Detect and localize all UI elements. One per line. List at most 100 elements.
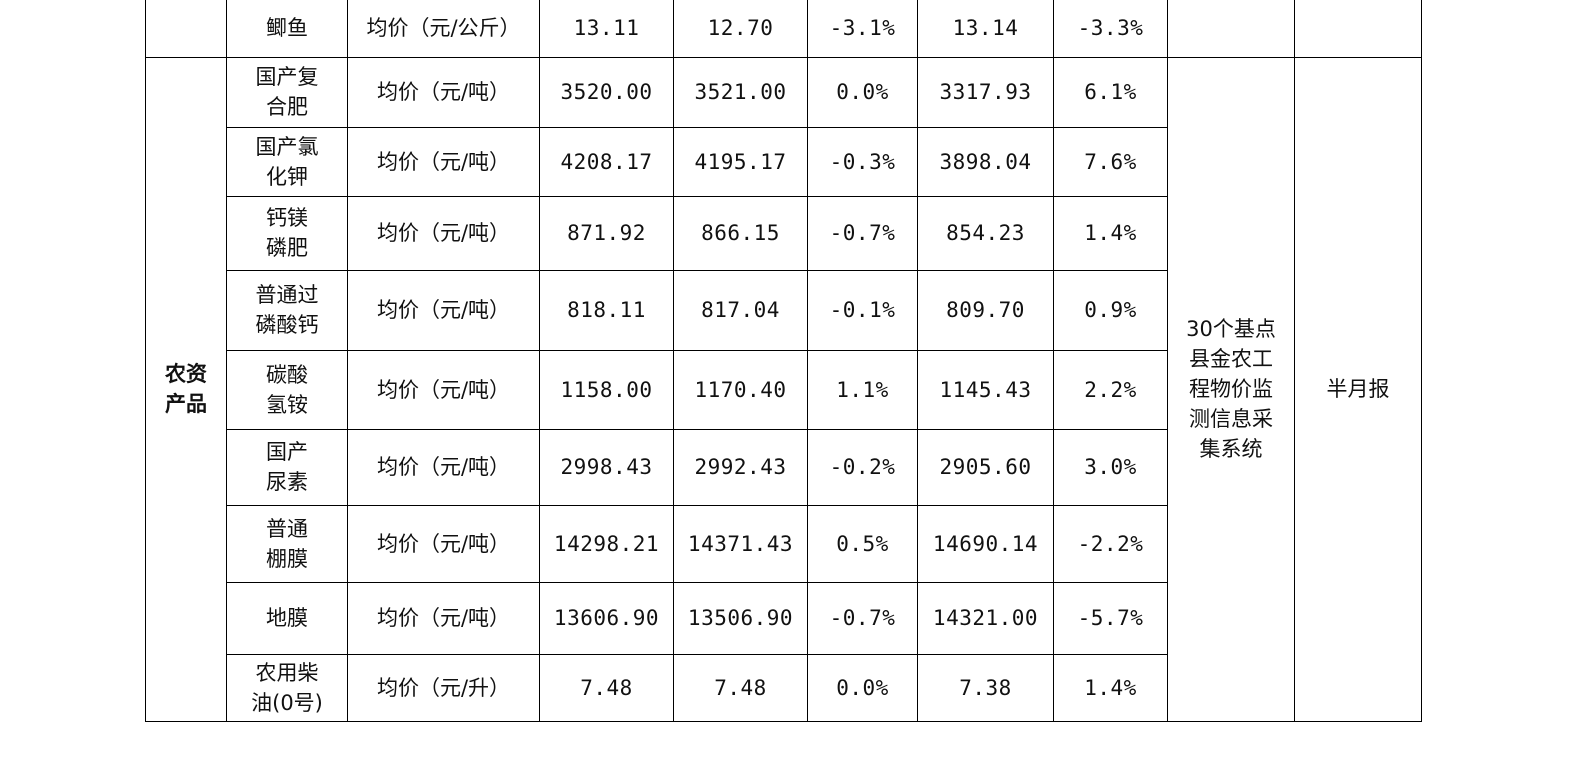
last-year-price: 14321.00 <box>917 581 1054 655</box>
data-source: 30个基点 县金农工 程物价监 测信息采 集系统 <box>1167 56 1295 722</box>
period-change: -0.7% <box>807 581 918 655</box>
product-name: 普通 棚膜 <box>226 504 348 583</box>
period-change: -0.2% <box>807 428 918 506</box>
previous-price: 2992.43 <box>673 428 808 506</box>
table-row: 普通过 磷酸钙 均价（元/吨） 818.11 817.04 -0.1% 809.… <box>146 269 1422 351</box>
product-name-line: 棚膜 <box>266 546 308 571</box>
current-price: 871.92 <box>539 195 674 271</box>
product-name-line: 化钾 <box>266 164 308 189</box>
price-unit: 均价（元/吨） <box>347 269 540 351</box>
product-name: 地膜 <box>226 581 348 655</box>
previous-price: 3521.00 <box>673 56 808 128</box>
category-label: 农资 产品 <box>145 56 227 722</box>
yoy-change: 3.0% <box>1053 428 1168 506</box>
product-name: 普通过 磷酸钙 <box>226 269 348 351</box>
last-year-price: 2905.60 <box>917 428 1054 506</box>
table-row: 农资 产品 国产复 合肥 均价（元/吨） 3520.00 3521.00 0.0… <box>145 56 1422 722</box>
last-year-price: 854.23 <box>917 195 1054 271</box>
current-price: 7.48 <box>539 653 674 722</box>
table-row: 农用柴 油(0号) 均价（元/升） 7.48 7.48 0.0% 7.38 1.… <box>146 653 1422 722</box>
product-name: 国产氯 化钾 <box>226 126 348 197</box>
product-name-line: 氢铵 <box>266 392 308 417</box>
price-unit: 均价（元/吨） <box>347 56 540 128</box>
previous-price: 7.48 <box>673 653 808 722</box>
table-row: 普通 棚膜 均价（元/吨） 14298.21 14371.43 0.5% 146… <box>146 504 1422 583</box>
price-unit: 均价（元/吨） <box>347 349 540 430</box>
category-label-line: 产品 <box>165 392 207 416</box>
last-year-price: 14690.14 <box>917 504 1054 583</box>
product-name-line: 国产氯 <box>255 134 319 159</box>
yoy-change: 2.2% <box>1053 349 1168 430</box>
data-source-line: 集系统 <box>1199 437 1263 461</box>
period-change: 0.0% <box>807 56 918 128</box>
product-name-line: 普通 <box>266 516 308 541</box>
product-name-line: 磷酸钙 <box>255 313 319 337</box>
product-name-line: 合肥 <box>266 95 308 119</box>
current-price: 13606.90 <box>539 581 674 655</box>
current-price: 14298.21 <box>539 504 674 583</box>
price-unit: 均价（元/吨） <box>347 581 540 655</box>
product-name-line: 国产复 <box>255 65 319 89</box>
table-row: 钙镁 磷肥 均价（元/吨） 871.92 866.15 -0.7% 854.23… <box>146 195 1422 271</box>
data-source-line: 30个基点 <box>1186 317 1276 341</box>
product-name: 碳酸 氢铵 <box>226 349 348 430</box>
product-name-line: 尿素 <box>266 470 308 494</box>
last-year-price: 1145.43 <box>917 349 1054 430</box>
yoy-change: 6.1% <box>1053 56 1168 128</box>
price-unit: 均价（元/吨） <box>347 428 540 506</box>
data-source-line: 县金农工 <box>1189 347 1273 371</box>
source-cell-empty <box>1167 0 1295 58</box>
period-change: -3.1% <box>807 0 918 58</box>
product-name: 国产复 合肥 <box>226 56 348 128</box>
current-price: 4208.17 <box>539 126 674 197</box>
product-name-line: 普通过 <box>255 283 319 307</box>
product-name-line: 碳酸 <box>266 362 308 387</box>
table-row: 国产 尿素 均价（元/吨） 2998.43 2992.43 -0.2% 2905… <box>146 428 1422 506</box>
product-name: 农用柴 油(0号) <box>226 653 348 722</box>
yoy-change: 7.6% <box>1053 126 1168 197</box>
previous-price: 866.15 <box>673 195 808 271</box>
yoy-change: 1.4% <box>1053 195 1168 271</box>
price-unit: 均价（元/吨） <box>347 126 540 197</box>
period-change: -0.3% <box>807 126 918 197</box>
period-change: 1.1% <box>807 349 918 430</box>
table-row: 碳酸 氢铵 均价（元/吨） 1158.00 1170.40 1.1% 1145.… <box>146 349 1422 430</box>
frequency-cell-empty <box>1294 0 1422 58</box>
price-unit: 均价（元/吨） <box>347 504 540 583</box>
yoy-change: -3.3% <box>1053 0 1168 58</box>
product-name-line: 磷肥 <box>266 236 308 260</box>
previous-price: 1170.40 <box>673 349 808 430</box>
data-source-line: 测信息采 <box>1189 407 1273 431</box>
report-frequency: 半月报 <box>1294 56 1422 722</box>
period-change: -0.7% <box>807 195 918 271</box>
price-unit: 均价（元/升） <box>347 653 540 722</box>
category-label-line: 农资 <box>165 362 207 386</box>
category-cell-empty <box>145 0 227 58</box>
last-year-price: 3317.93 <box>917 56 1054 128</box>
product-name-line: 农用柴 <box>255 660 319 685</box>
product-name-line: 油(0号) <box>251 690 323 715</box>
yoy-change: -5.7% <box>1053 581 1168 655</box>
product-name: 鲫鱼 <box>226 0 348 58</box>
current-price: 3520.00 <box>539 56 674 128</box>
price-monitoring-table: 鲫鱼 均价（元/公斤） 13.11 12.70 -3.1% 13.14 -3.3… <box>145 0 1422 722</box>
yoy-change: 0.9% <box>1053 269 1168 351</box>
current-price: 1158.00 <box>539 349 674 430</box>
product-name: 钙镁 磷肥 <box>226 195 348 271</box>
previous-price: 4195.17 <box>673 126 808 197</box>
product-name-line: 国产 <box>266 440 308 464</box>
data-source-line: 程物价监 <box>1189 377 1273 401</box>
price-unit: 均价（元/吨） <box>347 195 540 271</box>
current-price: 818.11 <box>539 269 674 351</box>
table-row: 地膜 均价（元/吨） 13606.90 13506.90 -0.7% 14321… <box>146 581 1422 655</box>
last-year-price: 809.70 <box>917 269 1054 351</box>
current-price: 13.11 <box>539 0 674 58</box>
yoy-change: -2.2% <box>1053 504 1168 583</box>
previous-price: 817.04 <box>673 269 808 351</box>
last-year-price: 3898.04 <box>917 126 1054 197</box>
previous-price: 12.70 <box>673 0 808 58</box>
table-row: 鲫鱼 均价（元/公斤） 13.11 12.70 -3.1% 13.14 -3.3… <box>145 0 1422 58</box>
last-year-price: 13.14 <box>917 0 1054 58</box>
product-name-line: 钙镁 <box>266 206 308 230</box>
